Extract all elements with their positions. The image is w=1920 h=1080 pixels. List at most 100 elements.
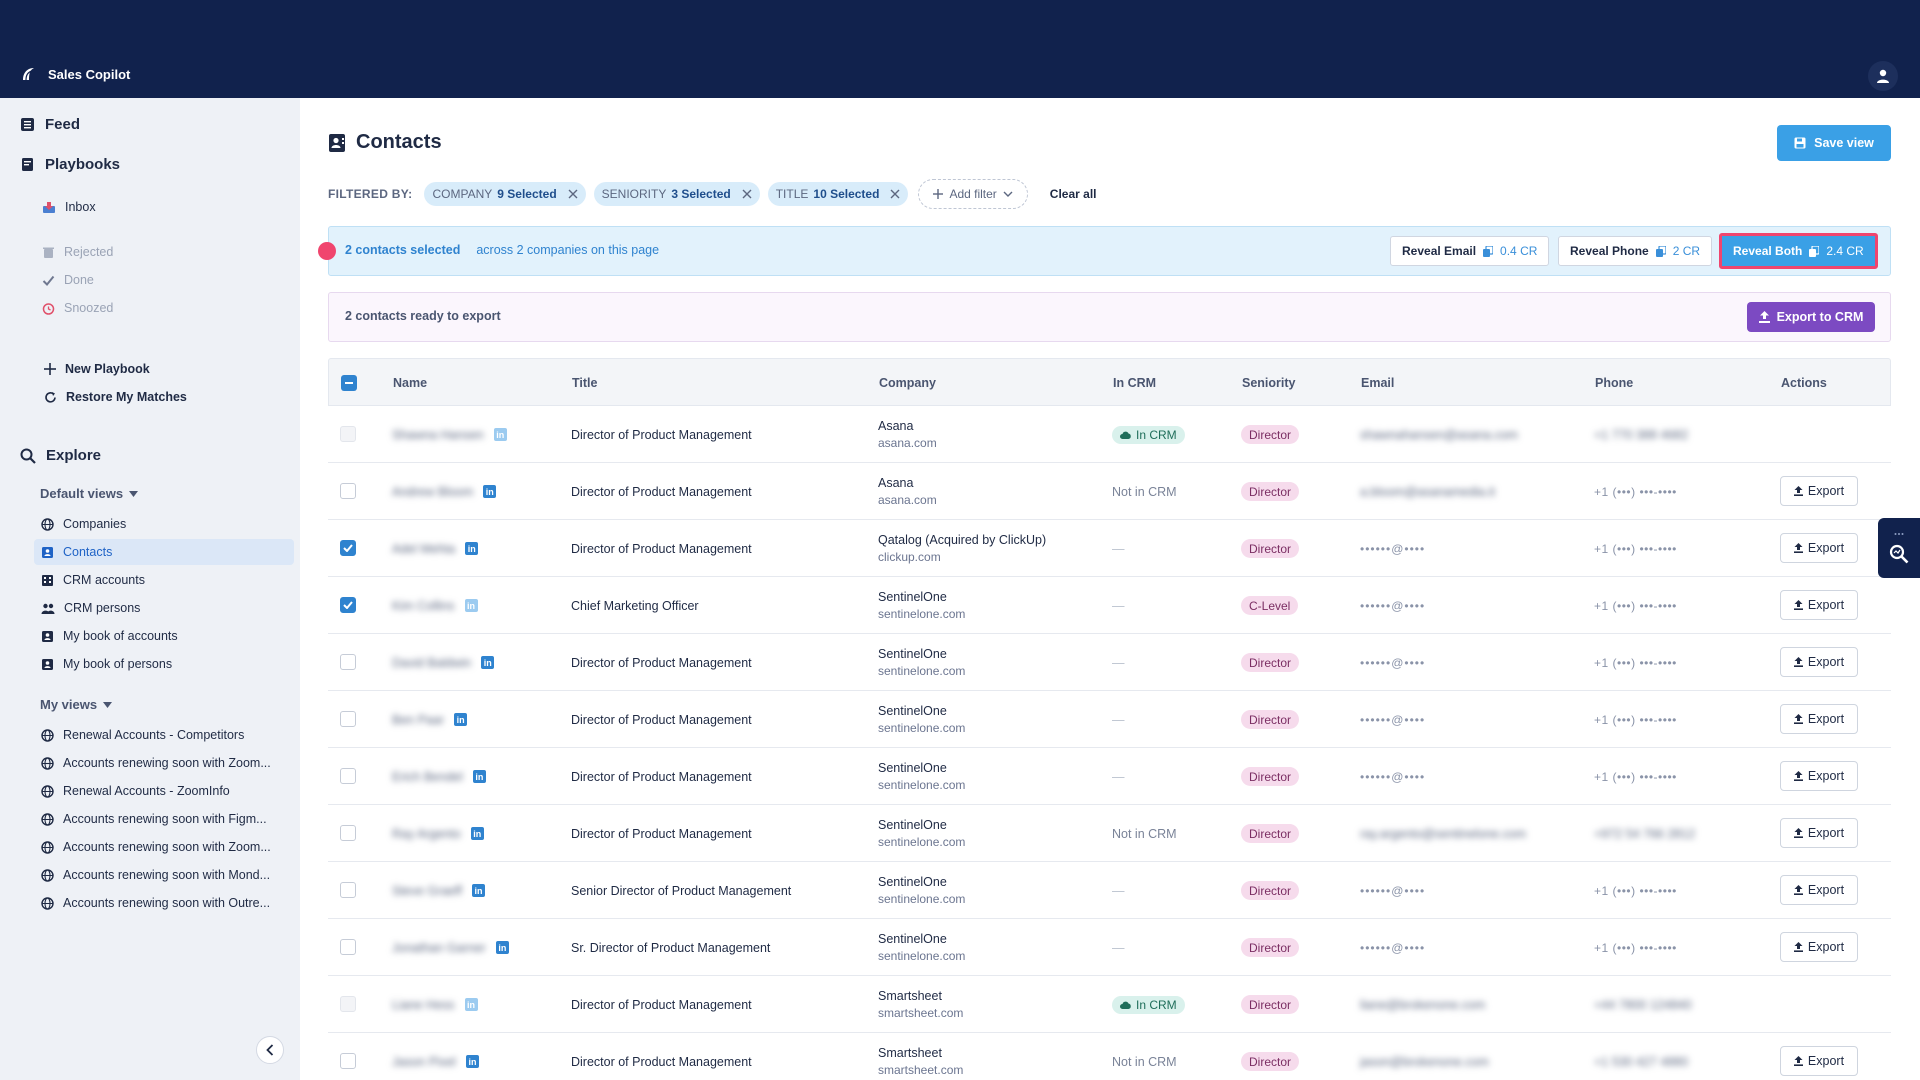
company-cell[interactable]: SentinelOne sentinelone.com	[878, 919, 965, 976]
table-row[interactable]: Andrew Bloom in Director of Product Manage…	[328, 463, 1891, 520]
company-cell[interactable]: Asana asana.com	[878, 463, 937, 520]
contact-name-cell[interactable]: Ray Argento in	[392, 805, 484, 862]
nav-feed[interactable]: Feed	[20, 116, 80, 133]
view-crm-accounts[interactable]: CRM accounts	[34, 567, 294, 593]
linkedin-icon[interactable]: in	[464, 599, 478, 612]
row-checkbox[interactable]	[340, 768, 356, 784]
phone-cell[interactable]: +1 (•••) •••-••••	[1594, 463, 1677, 520]
filter-chip-company[interactable]: COMPANY 9 Selected	[424, 182, 586, 206]
view-contacts[interactable]: Contacts	[34, 539, 294, 565]
linkedin-icon[interactable]: in	[472, 770, 486, 783]
table-row[interactable]: David Baldwin in Director of Product Manag…	[328, 634, 1891, 691]
table-row[interactable]: Ray Argento in Director of Product Managem…	[328, 805, 1891, 862]
email-cell[interactable]: shawnahansen@asana.com	[1360, 406, 1518, 463]
row-export-button[interactable]: Export	[1780, 533, 1858, 563]
row-checkbox[interactable]	[340, 597, 356, 613]
linkedin-icon[interactable]: in	[454, 713, 468, 726]
row-export-button[interactable]: Export	[1780, 647, 1858, 677]
my-view-item[interactable]: Accounts renewing soon with Zoom...	[34, 834, 294, 860]
email-cell[interactable]: ••••••@••••	[1360, 634, 1425, 691]
brand[interactable]: Sales Copilot	[20, 66, 130, 82]
table-row[interactable]: Ben Paar in Director of Product Management…	[328, 691, 1891, 748]
phone-cell[interactable]: +1 (•••) •••-••••	[1594, 634, 1677, 691]
add-filter-button[interactable]: Add filter	[918, 179, 1028, 209]
row-checkbox[interactable]	[340, 540, 356, 556]
email-cell[interactable]: ••••••@••••	[1360, 577, 1425, 634]
table-row[interactable]: Jason Pixel in Director of Product Managem…	[328, 1033, 1891, 1080]
column-header-seniority[interactable]: Seniority	[1242, 376, 1296, 390]
company-cell[interactable]: SentinelOne sentinelone.com	[878, 577, 965, 634]
contact-name-cell[interactable]: Jonathan Garner in	[392, 919, 509, 976]
email-cell[interactable]: ••••••@••••	[1360, 520, 1425, 577]
view-companies[interactable]: Companies	[34, 511, 294, 537]
export-to-crm-button[interactable]: Export to CRM	[1747, 302, 1875, 332]
column-header-phone[interactable]: Phone	[1595, 376, 1634, 390]
selected-count[interactable]: 2 contacts selected	[345, 243, 461, 257]
phone-cell[interactable]: +44 7800 124840	[1594, 976, 1692, 1033]
contact-name-cell[interactable]: Ben Paar in	[392, 691, 468, 748]
phone-cell[interactable]: +1 (•••) •••-••••	[1594, 862, 1677, 919]
company-cell[interactable]: Smartsheet smartsheet.com	[878, 976, 963, 1033]
email-cell[interactable]: ••••••@••••	[1360, 919, 1425, 976]
table-row[interactable]: Shawna Hansen in Director of Product Manag…	[328, 406, 1891, 463]
table-row[interactable]: Kim Collins in Chief Marketing Officer Sent…	[328, 577, 1891, 634]
company-cell[interactable]: Asana asana.com	[878, 406, 937, 463]
linkedin-icon[interactable]: in	[481, 656, 495, 669]
linkedin-icon[interactable]: in	[493, 428, 507, 441]
linkedin-icon[interactable]: in	[483, 485, 497, 498]
email-cell[interactable]: a.bloom@asanamedia.it	[1360, 463, 1495, 520]
nav-done[interactable]: Done	[42, 273, 94, 287]
email-cell[interactable]: ••••••@••••	[1360, 748, 1425, 805]
row-checkbox[interactable]	[340, 1053, 356, 1069]
contact-name-cell[interactable]: Erich Bendel in	[392, 748, 486, 805]
phone-cell[interactable]: +1 (•••) •••-••••	[1594, 577, 1677, 634]
phone-cell[interactable]: +1 (•••) •••-••••	[1594, 520, 1677, 577]
nav-inbox[interactable]: Inbox	[42, 200, 96, 214]
view-book-of-persons[interactable]: My book of persons	[34, 651, 294, 677]
reveal-both-button[interactable]: Reveal Both 2.4 CR	[1719, 233, 1878, 269]
reveal-email-button[interactable]: Reveal Email 0.4 CR	[1390, 236, 1550, 266]
close-icon[interactable]	[890, 189, 900, 199]
contact-name-cell[interactable]: Jason Pixel in	[392, 1033, 479, 1080]
my-view-item[interactable]: Accounts renewing soon with Zoom...	[34, 750, 294, 776]
view-book-of-accounts[interactable]: My book of accounts	[34, 623, 294, 649]
default-views-toggle[interactable]: Default views	[40, 486, 139, 501]
row-checkbox[interactable]	[340, 825, 356, 841]
row-checkbox[interactable]	[340, 939, 356, 955]
clear-all-link[interactable]: Clear all	[1049, 187, 1097, 201]
view-crm-persons[interactable]: CRM persons	[34, 595, 294, 621]
row-export-button[interactable]: Export	[1780, 1046, 1858, 1076]
email-cell[interactable]: ••••••@••••	[1360, 691, 1425, 748]
nav-explore[interactable]: Explore	[20, 447, 101, 464]
phone-cell[interactable]: +1 (•••) •••-••••	[1594, 691, 1677, 748]
close-icon[interactable]	[568, 189, 578, 199]
phone-cell[interactable]: +972 54 766 2812	[1594, 805, 1695, 862]
company-cell[interactable]: SentinelOne sentinelone.com	[878, 748, 965, 805]
table-row[interactable]: Erich Bendel in Director of Product Manage…	[328, 748, 1891, 805]
linkedin-icon[interactable]: in	[495, 941, 509, 954]
row-checkbox[interactable]	[340, 483, 356, 499]
my-views-toggle[interactable]: My views	[40, 697, 113, 712]
row-export-button[interactable]: Export	[1780, 932, 1858, 962]
table-row[interactable]: Adel Mehta in Director of Product Manageme…	[328, 520, 1891, 577]
row-export-button[interactable]: Export	[1780, 590, 1858, 620]
my-view-item[interactable]: Renewal Accounts - Competitors	[34, 722, 294, 748]
company-cell[interactable]: Qatalog (Acquired by ClickUp) clickup.com	[878, 520, 1046, 577]
row-checkbox[interactable]	[340, 654, 356, 670]
company-cell[interactable]: Smartsheet smartsheet.com	[878, 1033, 963, 1080]
save-view-button[interactable]: Save view	[1777, 125, 1891, 161]
row-export-button[interactable]: Export	[1780, 476, 1858, 506]
phone-cell[interactable]: +1 (•••) •••-••••	[1594, 748, 1677, 805]
linkedin-icon[interactable]: in	[464, 998, 478, 1011]
email-cell[interactable]: ray.argento@sentinelone.com	[1360, 805, 1526, 862]
linkedin-icon[interactable]: in	[470, 827, 484, 840]
row-export-button[interactable]: Export	[1780, 818, 1858, 848]
table-row[interactable]: Jonathan Garner in Sr. Director of Product…	[328, 919, 1891, 976]
contact-name-cell[interactable]: Andrew Bloom in	[392, 463, 497, 520]
row-checkbox[interactable]	[340, 711, 356, 727]
phone-cell[interactable]: +1 (•••) •••-••••	[1594, 919, 1677, 976]
user-avatar[interactable]	[1868, 61, 1898, 91]
row-export-button[interactable]: Export	[1780, 704, 1858, 734]
my-view-item[interactable]: Accounts renewing soon with Figm...	[34, 806, 294, 832]
close-icon[interactable]	[742, 189, 752, 199]
